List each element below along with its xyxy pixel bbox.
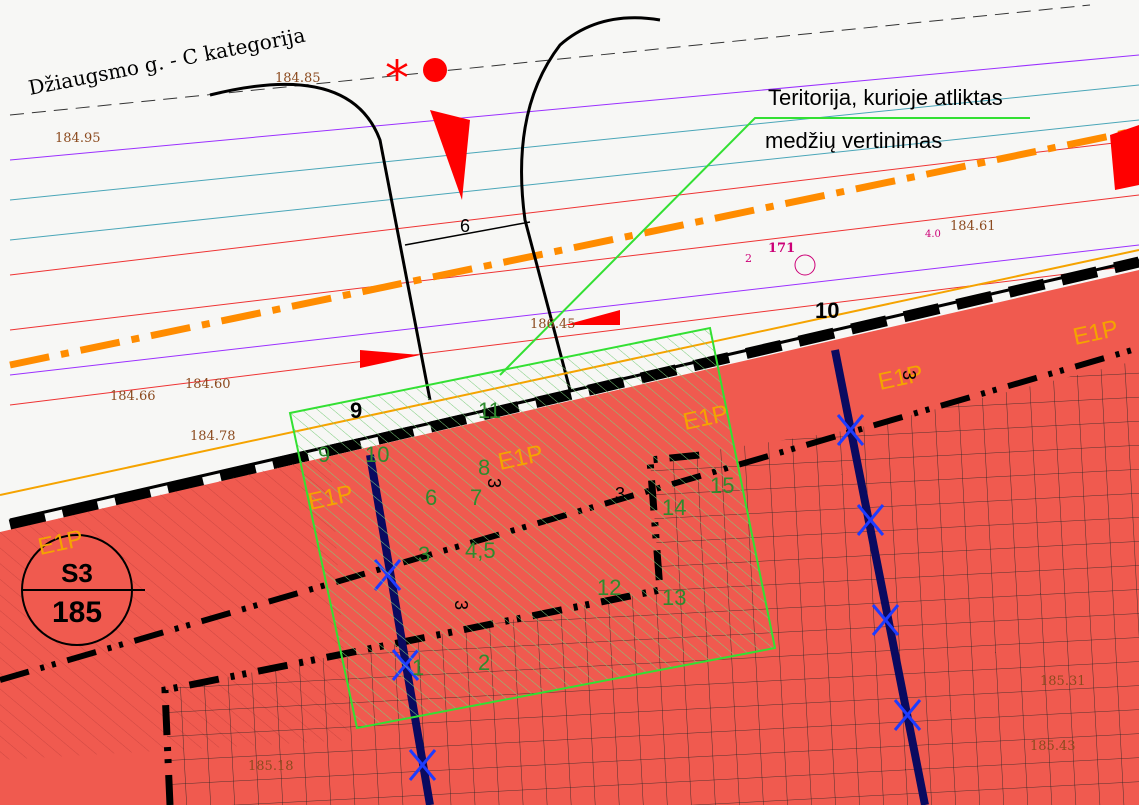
elevations: 184.85 184.95 184.61 186.45 184.60 184.6…: [55, 71, 1086, 774]
callout-leader: [499, 117, 1030, 376]
markers: *: [360, 51, 1139, 368]
tree-number: 4,5: [465, 538, 496, 563]
dimension: 3: [899, 370, 919, 380]
dimension: 6: [460, 216, 470, 236]
dimension: 3: [484, 478, 504, 488]
point-label: 2: [745, 252, 752, 265]
dimensions: 6 3 3 3 3: [404, 216, 919, 610]
tree-number: 13: [662, 585, 686, 610]
elevation: 185.31: [1040, 674, 1086, 689]
dimension: 3: [615, 484, 625, 504]
elevation: 185.18: [248, 759, 294, 774]
zone-code: S3: [61, 558, 93, 588]
tree-number: 2: [478, 650, 490, 675]
road-lines: [8, 4, 1139, 531]
elevation: 184.95: [55, 131, 101, 146]
tree-number: 6: [425, 485, 437, 510]
elevation: 184.66: [110, 389, 156, 404]
elevation: 185.43: [1030, 739, 1076, 754]
elevation: 184.85: [275, 71, 321, 86]
trees: 9 10 11 8 6 7 3 4,5 12 13 14 15 1 2: [318, 398, 734, 680]
zone-marker: S3 185: [21, 534, 145, 646]
elevation: 184.60: [185, 377, 231, 392]
elevation: 184.78: [190, 429, 236, 444]
svg-text:*: *: [385, 51, 409, 107]
callout-text: Teritorija, kurioje atliktas: [768, 85, 1003, 110]
plot-number: 10: [815, 298, 839, 323]
tree-number: 1: [412, 655, 424, 680]
elevation: 186.45: [530, 317, 576, 332]
point-label: 4.0: [925, 229, 941, 240]
tree-number: 3: [418, 542, 430, 567]
tree-number: 8: [478, 455, 490, 480]
point-label: 171: [768, 241, 795, 256]
tree-number: 9: [318, 442, 330, 467]
tree-number: 11: [478, 398, 501, 423]
elevation: 184.61: [950, 219, 996, 234]
tree-number: 12: [597, 575, 621, 600]
tree-number: 7: [470, 485, 482, 510]
assessed-territory: [288, 326, 777, 730]
callout-text: medžių vertinimas: [765, 128, 942, 153]
zone-level: 185: [52, 596, 102, 629]
dimension: 3: [451, 600, 471, 610]
tree-number: 10: [365, 442, 389, 467]
tree-number: 15: [710, 473, 734, 498]
well: [794, 254, 816, 276]
tree-number: 14: [662, 495, 686, 520]
plot-number: 9: [350, 398, 362, 423]
